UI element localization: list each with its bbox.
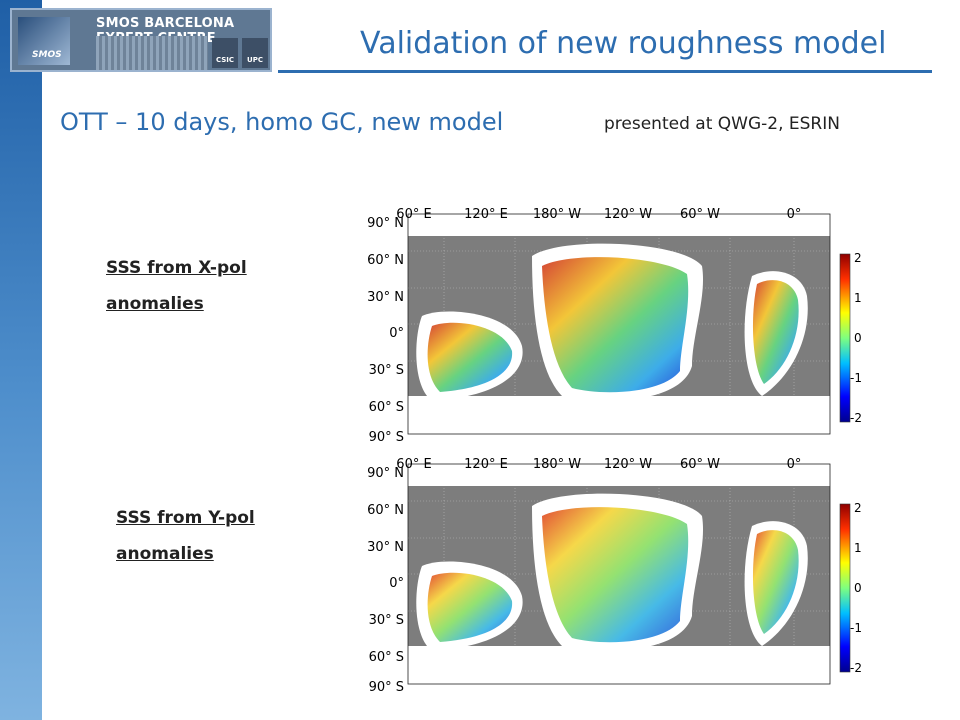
atlantic-anomaly-region xyxy=(752,280,799,384)
panel2-lat-label-60n: 60° N xyxy=(367,503,404,518)
panel2-lat-label-90s: 90° S xyxy=(369,680,404,695)
panel2-colorbar-tick-0: 0 xyxy=(854,581,862,595)
panel1-lon-label-120e: 120° E xyxy=(464,207,508,222)
indian-anomaly-region xyxy=(427,572,513,642)
indian-anomaly-region xyxy=(427,322,513,392)
sss-map-xpol: 60° E 120° E 180° W 120° W 60° W 0° 90° … xyxy=(367,207,862,445)
panel-1-label: SSS from X-pol anomalies xyxy=(106,250,247,322)
smos-bec-logo: SMOS SMOS BARCELONA EXPERT CENTRE CSIC U… xyxy=(10,8,272,72)
panel1-colorbar-tick-neg1: -1 xyxy=(850,371,862,385)
atlantic-anomaly-region xyxy=(752,530,799,634)
logo-smos-text: SMOS xyxy=(32,50,62,60)
panel1-colorbar-tick-0: 0 xyxy=(854,331,862,345)
panel2-colorbar xyxy=(839,503,851,673)
panel2-lon-label-60e: 60° E xyxy=(396,457,431,472)
pacific-anomaly-region xyxy=(542,507,689,643)
satellite-icon xyxy=(18,17,70,65)
panel2-lon-label-60w: 60° W xyxy=(680,457,720,472)
panel1-lat-label-90s: 90° S xyxy=(369,430,404,445)
panel1-lon-label-120w: 120° W xyxy=(604,207,652,222)
panel2-colorbar-tick-neg1: -1 xyxy=(850,621,862,635)
panel2-lat-label-0: 0° xyxy=(389,576,404,591)
pacific-anomaly-region xyxy=(542,257,689,393)
title-underline xyxy=(278,70,932,73)
panel2-colorbar-tick-neg2: -2 xyxy=(850,661,862,675)
panel2-colorbar-tick-2: 2 xyxy=(854,501,862,515)
panel1-colorbar xyxy=(839,253,851,423)
sss-map-ypol: 60° E 120° E 180° W 120° W 60° W 0° 90° … xyxy=(367,457,862,695)
panel2-lat-label-60s: 60° S xyxy=(369,650,404,665)
panel-2-label: SSS from Y-pol anomalies xyxy=(116,500,255,572)
panel1-lat-label-60s: 60° S xyxy=(369,400,404,415)
panel1-lon-label-60w: 60° W xyxy=(680,207,720,222)
panel2-lon-label-0: 0° xyxy=(787,457,802,472)
panel2-lon-label-120e: 120° E xyxy=(464,457,508,472)
slide-subtitle: OTT – 10 days, homo GC, new model xyxy=(60,108,504,136)
left-accent-bar xyxy=(0,0,42,720)
panel1-colorbar-tick-2: 2 xyxy=(854,251,862,265)
panel2-lon-label-180w: 180° W xyxy=(533,457,581,472)
slide-title: Validation of new roughness model xyxy=(360,26,887,61)
panel-2-label-line1: SSS from Y-pol xyxy=(116,508,255,528)
csic-logo: CSIC xyxy=(212,38,238,68)
panel1-lat-label-30n: 30° N xyxy=(367,290,404,305)
panel2-lat-label-30s: 30° S xyxy=(369,613,404,628)
panel2-colorbar-tick-1: 1 xyxy=(854,541,862,555)
panel-1-label-line1: SSS from X-pol xyxy=(106,258,247,278)
panel2-lat-label-30n: 30° N xyxy=(367,540,404,555)
panel1-lat-label-30s: 30° S xyxy=(369,363,404,378)
building-image xyxy=(96,36,208,70)
panel-1-label-line2: anomalies xyxy=(106,294,204,314)
presented-note: presented at QWG-2, ESRIN xyxy=(604,114,840,134)
panel1-lat-label-60n: 60° N xyxy=(367,253,404,268)
panel1-lat-label-90n: 90° N xyxy=(367,216,404,231)
panel1-colorbar-tick-neg2: -2 xyxy=(850,411,862,425)
panel1-colorbar-tick-1: 1 xyxy=(854,291,862,305)
panel2-lat-label-90n: 90° N xyxy=(367,466,404,481)
panel1-lon-label-180w: 180° W xyxy=(533,207,581,222)
panel1-lon-label-60e: 60° E xyxy=(396,207,431,222)
panel1-lat-label-0: 0° xyxy=(389,326,404,341)
panel2-lon-label-120w: 120° W xyxy=(604,457,652,472)
upc-logo: UPC xyxy=(242,38,268,68)
panel-2-label-line2: anomalies xyxy=(116,544,214,564)
panel1-lon-label-0: 0° xyxy=(787,207,802,222)
